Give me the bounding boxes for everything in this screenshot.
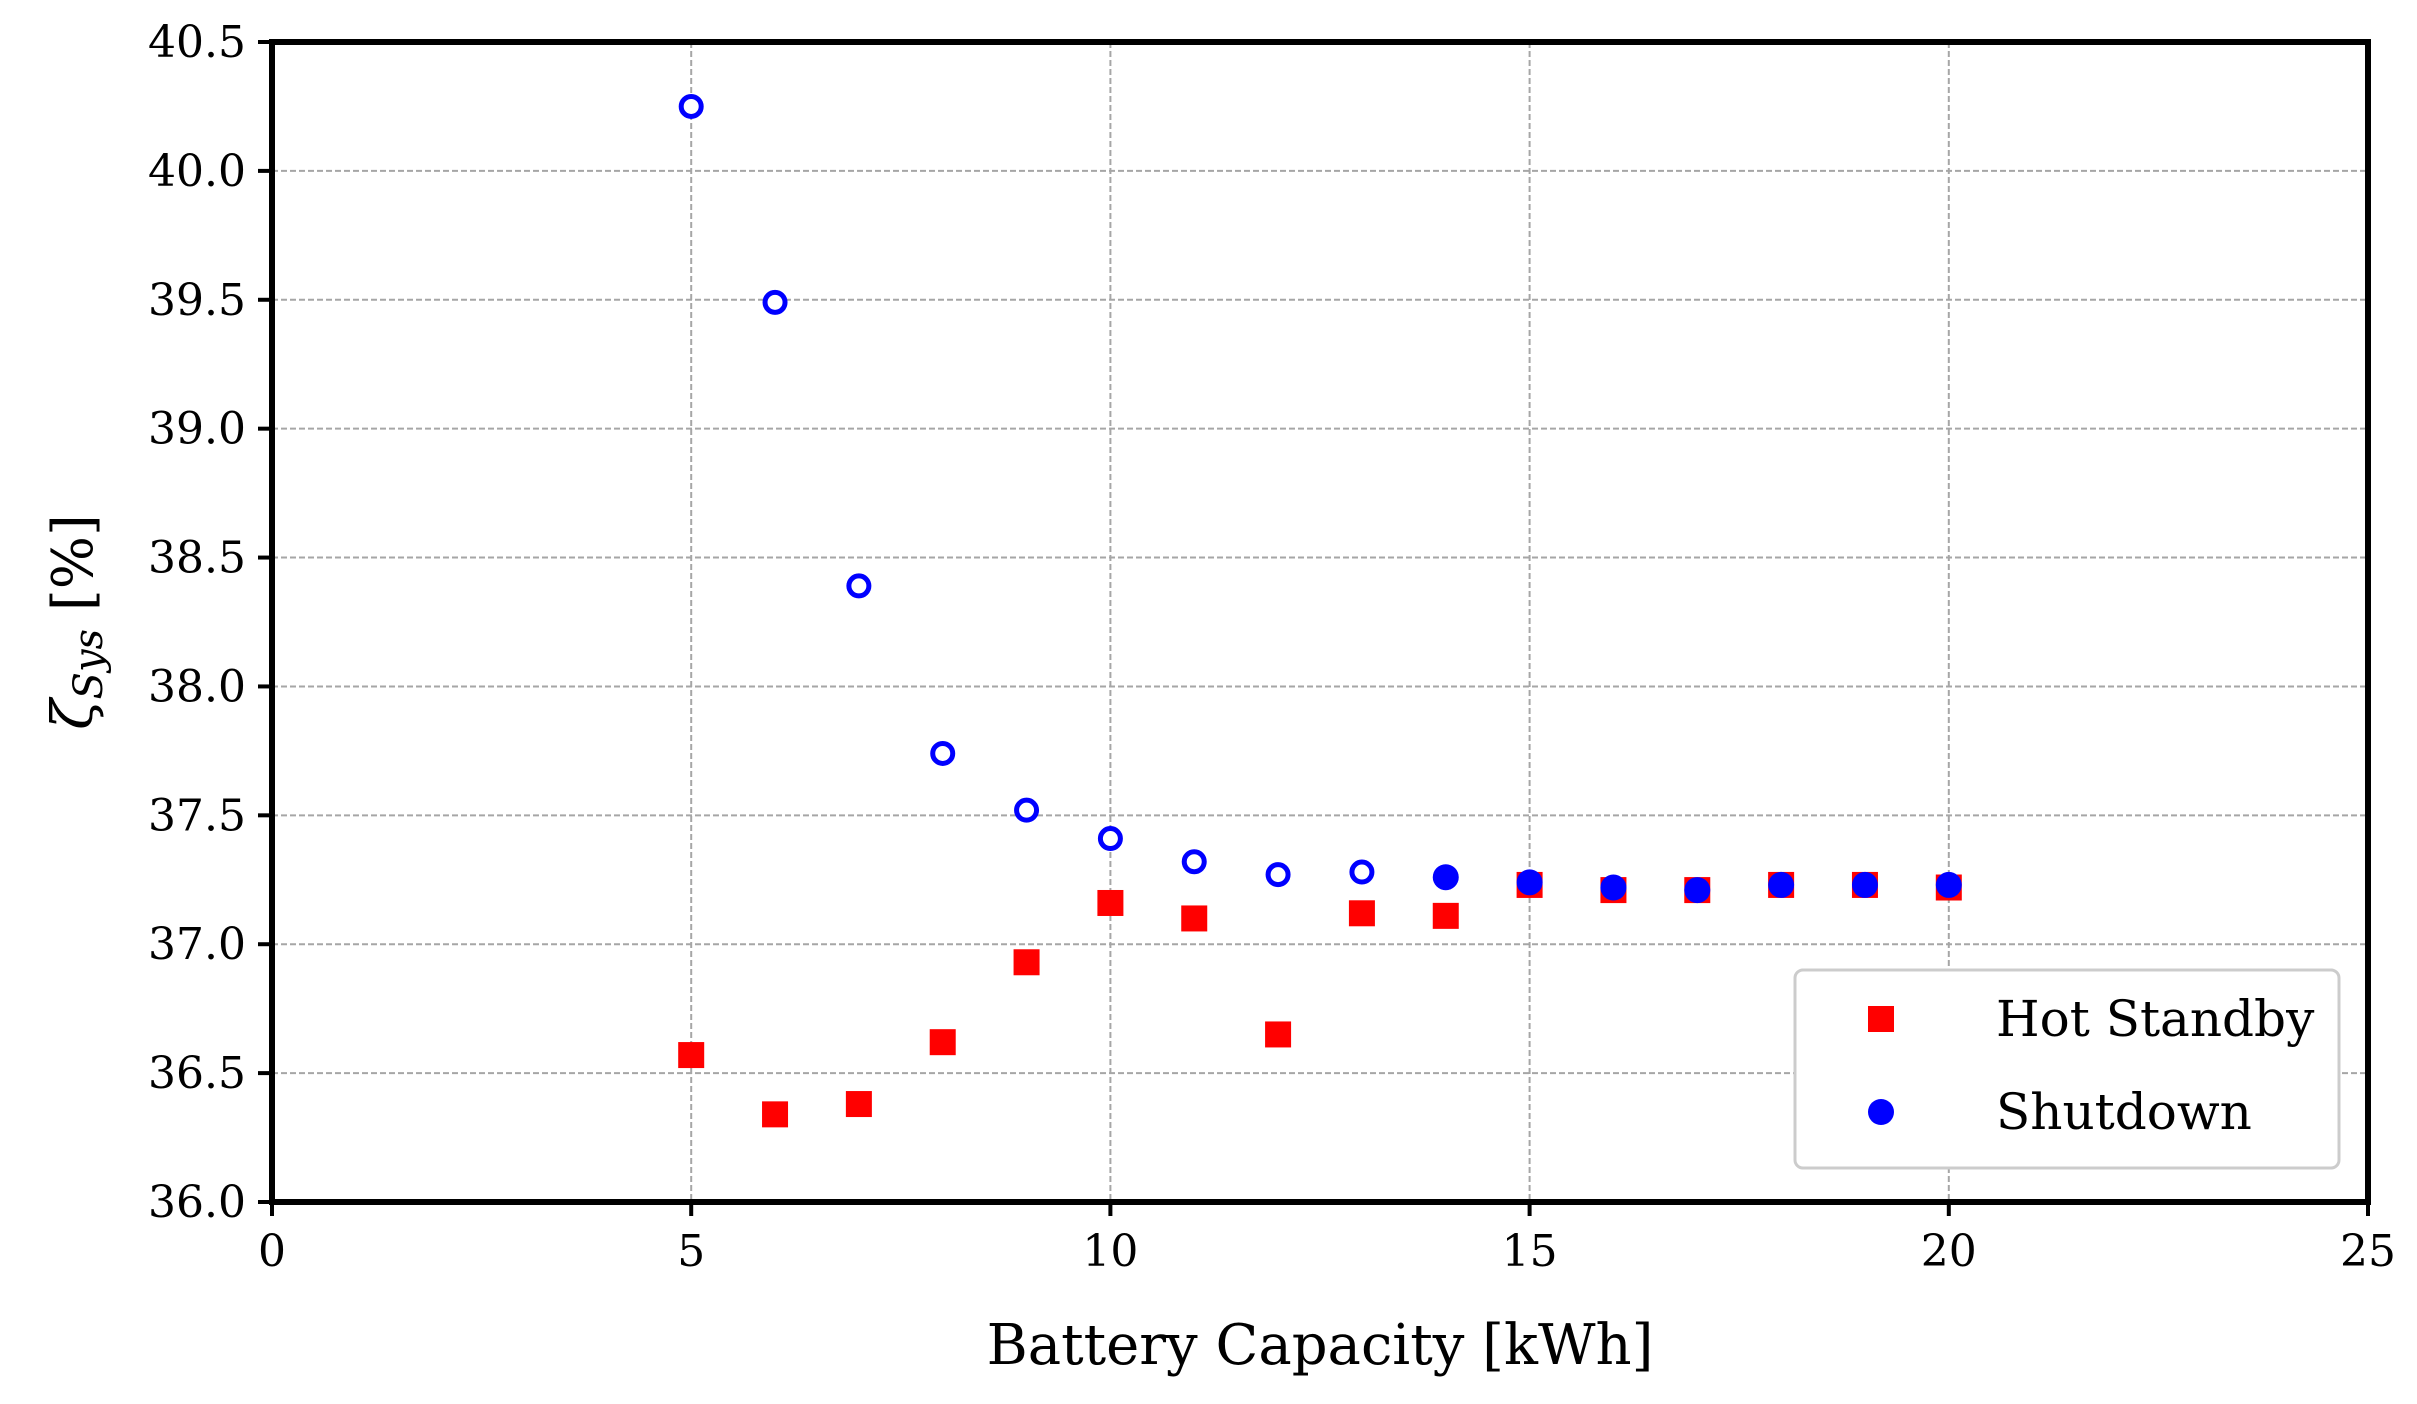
y-tick-label: 38.5: [148, 533, 246, 584]
axis-ticks: 0 5 10 15 20 25 36.0 36.5 37.0 37.5 38.0 38.5 39.0 39…: [148, 17, 2396, 1277]
hot-standby-point: [1097, 889, 1124, 916]
x-tick-label: 10: [1082, 1226, 1138, 1277]
plot-frame: [269, 39, 2371, 1205]
shutdown-point-hollow: [1349, 859, 1375, 885]
legend-box: [1793, 968, 2341, 1170]
y-tick-label: 36.0: [148, 1177, 246, 1228]
hot-standby-point: [1432, 902, 1459, 929]
x-tick-label: 5: [677, 1226, 705, 1277]
hot-standby-point: [1181, 905, 1208, 932]
y-axis-label: ζSys [%]: [41, 514, 112, 730]
y-tick-label: 37.5: [148, 790, 246, 841]
y-axis-label-subscript: Sys: [66, 629, 112, 700]
y-tick-label: 38.0: [148, 661, 246, 712]
legend: Hot Standby Shutdown: [1793, 968, 2341, 1170]
x-tick-label: 0: [258, 1226, 286, 1277]
data-points: [678, 93, 1962, 1128]
hot-standby-point: [929, 1029, 956, 1056]
y-tick-label: 36.5: [148, 1048, 246, 1099]
y-tick-label: 39.5: [148, 275, 246, 326]
hot-standby-point: [845, 1091, 872, 1118]
shutdown-point-hollow: [1265, 862, 1291, 888]
shutdown-point-hollow: [1014, 797, 1040, 823]
x-tick-label: 25: [2340, 1226, 2396, 1277]
y-axis-label-symbol: ζ: [41, 696, 106, 730]
hot-standby-point: [678, 1042, 705, 1069]
y-axis-label-unit: [%]: [41, 514, 106, 629]
y-tick-label: 40.5: [148, 17, 246, 68]
legend-marker-hot-standby: [1868, 1006, 1894, 1032]
y-tick-label: 40.0: [148, 146, 246, 197]
legend-marker-shutdown: [1868, 1099, 1894, 1125]
shutdown-point-hollow: [846, 573, 872, 599]
y-tick-label: 39.0: [148, 404, 246, 455]
shutdown-point-filled: [1851, 871, 1878, 898]
shutdown-point-filled: [1600, 874, 1627, 901]
x-tick-label: 20: [1921, 1226, 1977, 1277]
shutdown-point-hollow: [762, 289, 788, 315]
shutdown-point-hollow: [678, 93, 704, 119]
shutdown-point-hollow: [1181, 849, 1207, 875]
hot-standby-point: [762, 1101, 789, 1128]
y-tick-label: 37.0: [148, 919, 246, 970]
shutdown-point-filled: [1432, 864, 1459, 891]
shutdown-point-hollow: [1097, 826, 1123, 852]
x-axis-label: Battery Capacity [kWh]: [987, 1313, 1654, 1378]
shutdown-point-filled: [1935, 871, 1962, 898]
x-tick-label: 15: [1502, 1226, 1558, 1277]
shutdown-point-hollow: [930, 740, 956, 766]
shutdown-point-filled: [1684, 877, 1711, 904]
legend-label-hot-standby: Hot Standby: [1996, 990, 2315, 1048]
hot-standby-point: [1013, 949, 1040, 976]
hot-standby-point: [1348, 900, 1375, 927]
shutdown-point-filled: [1516, 869, 1543, 896]
legend-label-shutdown: Shutdown: [1996, 1083, 2252, 1141]
shutdown-point-filled: [1768, 871, 1795, 898]
hot-standby-point: [1265, 1021, 1292, 1048]
